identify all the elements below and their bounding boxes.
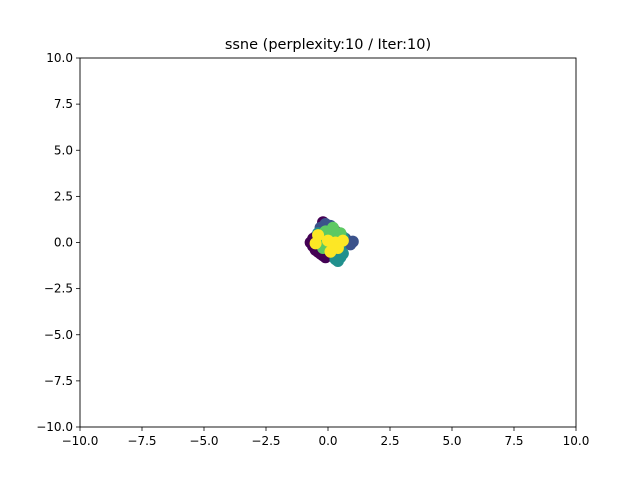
- chart-title: ssne (perplexity:10 / Iter:10): [225, 37, 431, 53]
- x-tick-label: −2.5: [251, 434, 280, 448]
- y-tick-label: −7.5: [44, 374, 73, 388]
- y-tick-label: −2.5: [44, 282, 73, 296]
- y-tick-label: −5.0: [44, 328, 73, 342]
- scatter-point: [309, 237, 322, 250]
- y-tick-label: −10.0: [36, 420, 73, 434]
- y-tick-label: 5.0: [54, 143, 73, 157]
- x-tick-label: 5.0: [442, 434, 461, 448]
- y-tick-label: 2.5: [54, 189, 73, 203]
- scatter-point: [331, 254, 344, 267]
- x-axis: −10.0 −7.5 −5.0 −2.5 0.0 2.5 5.0 7.5 10.0: [62, 427, 590, 448]
- x-tick-label: −7.5: [127, 434, 156, 448]
- x-tick-label: −5.0: [189, 434, 218, 448]
- y-tick-label: 10.0: [46, 51, 73, 65]
- y-tick-label: 0.0: [54, 236, 73, 250]
- points-layer: [304, 216, 359, 267]
- x-tick-label: −10.0: [62, 434, 99, 448]
- y-tick-label: 7.5: [54, 97, 73, 111]
- x-tick-label: 7.5: [504, 434, 523, 448]
- scatter-point: [331, 242, 344, 255]
- y-axis: 10.0 7.5 5.0 2.5 0.0 −2.5 −5.0 −7.5 −10.0: [36, 51, 80, 434]
- x-tick-label: 10.0: [563, 434, 590, 448]
- x-tick-label: 2.5: [380, 434, 399, 448]
- x-tick-label: 0.0: [318, 434, 337, 448]
